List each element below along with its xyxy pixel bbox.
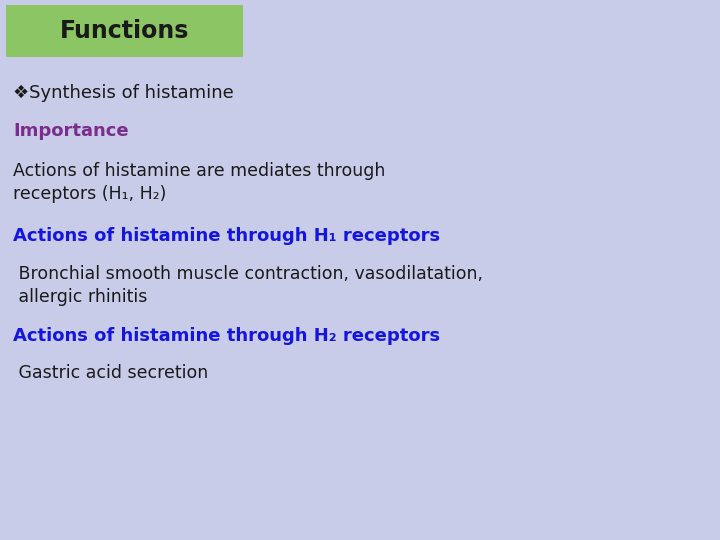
Text: Actions of histamine are mediates through
receptors (H₁, H₂): Actions of histamine are mediates throug… [13,162,385,203]
Text: Functions: Functions [60,19,189,43]
Text: Bronchial smooth muscle contraction, vasodilatation,
 allergic rhinitis: Bronchial smooth muscle contraction, vas… [13,265,483,306]
FancyBboxPatch shape [6,5,243,57]
Text: ❖Synthesis of histamine: ❖Synthesis of histamine [13,84,234,102]
Text: Importance: Importance [13,122,129,139]
Text: Gastric acid secretion: Gastric acid secretion [13,364,208,382]
Text: Actions of histamine through H₂ receptors: Actions of histamine through H₂ receptor… [13,327,440,345]
Text: Actions of histamine through H₁ receptors: Actions of histamine through H₁ receptor… [13,227,440,245]
